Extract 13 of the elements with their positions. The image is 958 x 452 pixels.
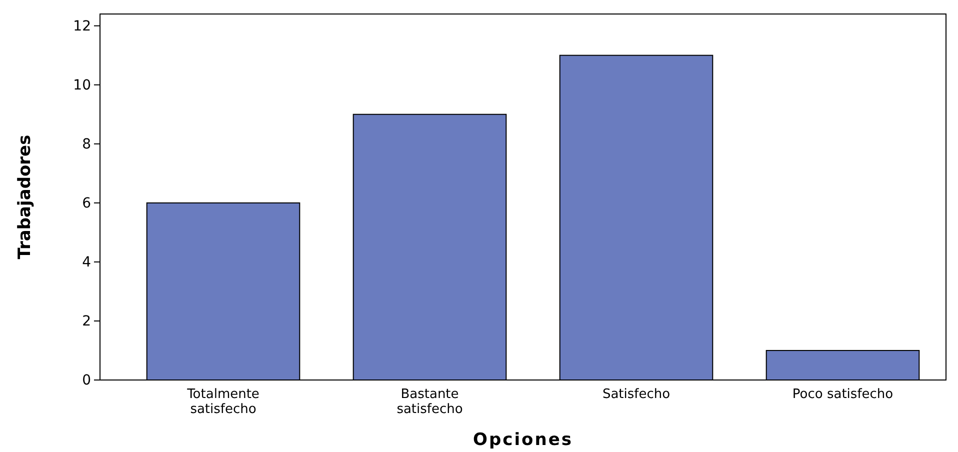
y-tick-label: 12	[73, 18, 91, 34]
x-tick-label: Satisfecho	[602, 387, 670, 402]
x-tick-label: Poco satisfecho	[792, 387, 894, 402]
y-tick-label: 0	[82, 372, 91, 388]
x-tick-label: Totalmente satisfecho	[186, 387, 260, 417]
y-axis-title: Trabajadores	[15, 134, 35, 260]
y-tick-label: 4	[82, 254, 92, 270]
y-tick-label: 6	[82, 195, 92, 212]
y-tick-label: 2	[82, 313, 91, 330]
y-tick-label: 8	[82, 136, 91, 152]
y-tick-label: 10	[73, 77, 91, 94]
x-axis-title: Opciones	[473, 430, 573, 450]
x-tick-label: Bastante satisfecho	[396, 387, 463, 417]
